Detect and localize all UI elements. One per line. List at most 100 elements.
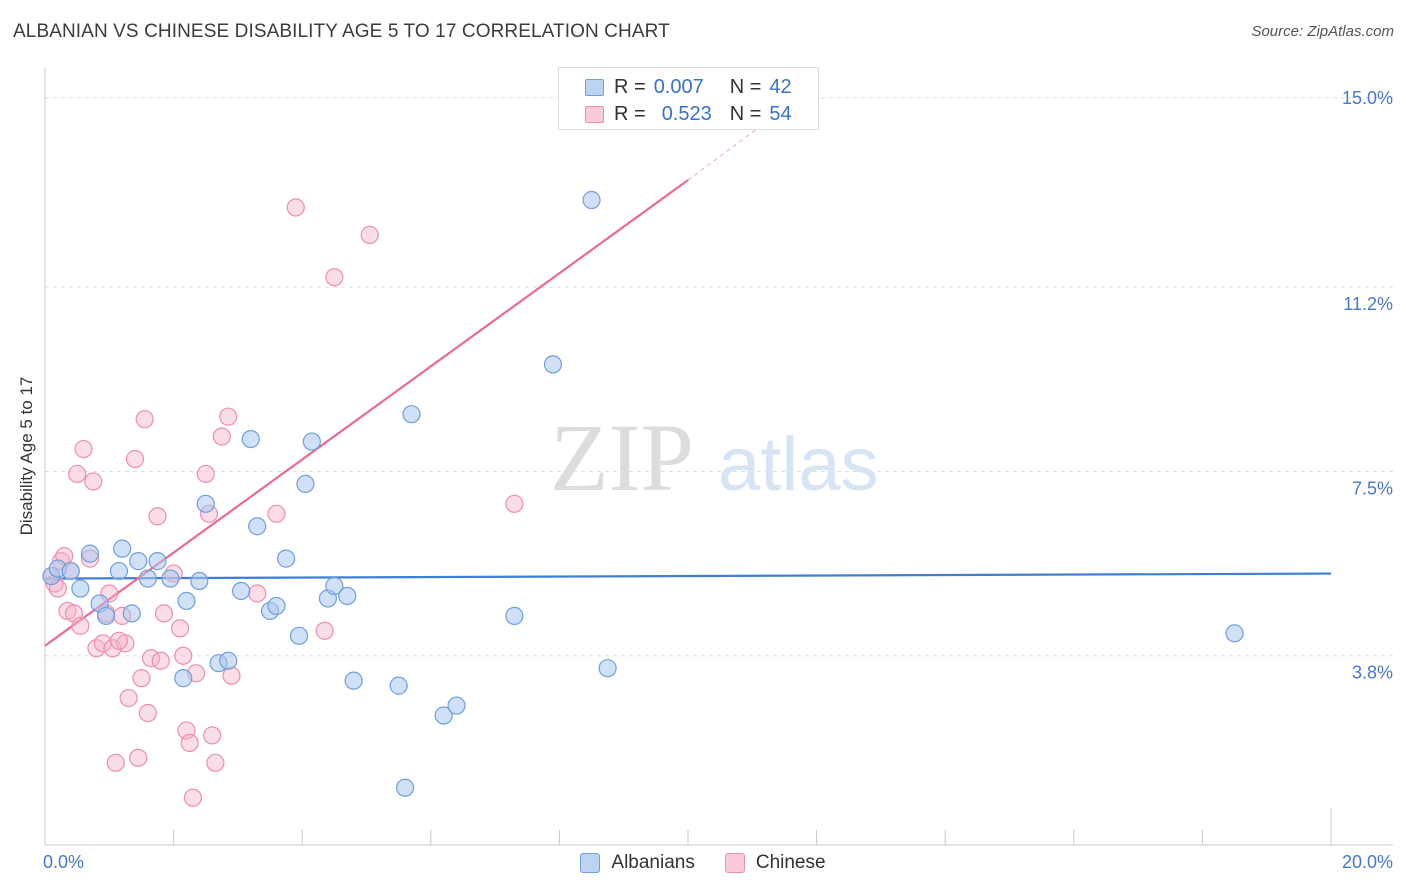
series-chinese-points (42, 93, 620, 807)
series-legend: Albanians Chinese (0, 852, 1406, 874)
legend-swatch-chinese (585, 105, 604, 123)
data-point-albanians (61, 561, 80, 581)
legend-r-value: 0.523 (661, 102, 712, 125)
data-point-albanians (96, 606, 116, 625)
data-point-chinese (206, 753, 225, 772)
series-legend-label: Albanians (611, 852, 695, 873)
data-point-chinese (71, 616, 90, 635)
data-point-chinese (84, 472, 103, 491)
series-legend-albanians[interactable]: Albanians (580, 852, 695, 874)
data-point-albanians (109, 561, 129, 581)
data-point-chinese (248, 584, 267, 603)
data-point-chinese (74, 439, 93, 459)
data-point-chinese (203, 726, 222, 745)
data-point-albanians (447, 696, 466, 715)
watermark-atlas: atlas (718, 422, 879, 507)
data-point-chinese (222, 666, 241, 685)
data-point-chinese (109, 631, 129, 650)
data-point-albanians (148, 552, 167, 571)
data-point-albanians (267, 596, 286, 616)
data-point-albanians (505, 606, 524, 625)
data-point-albanians (196, 494, 215, 513)
data-point-albanians (241, 429, 260, 449)
data-point-albanians (219, 651, 238, 670)
data-point-albanians (113, 539, 132, 558)
data-point-albanians (232, 581, 251, 601)
data-point-albanians (395, 778, 415, 797)
legend-r-label: R = (614, 75, 646, 98)
series-albanians-points (42, 190, 1244, 797)
legend-swatch-albanians (585, 78, 604, 96)
data-point-chinese (174, 646, 193, 665)
data-point-chinese (148, 507, 167, 526)
legend-r-value: 0.007 (653, 75, 704, 98)
legend-r-label: R = (614, 102, 646, 125)
data-point-chinese (151, 651, 170, 670)
data-point-chinese (138, 703, 157, 723)
chart-title: ALBANIAN VS CHINESE DISABILITY AGE 5 TO … (13, 21, 670, 42)
data-point-chinese (119, 688, 138, 708)
data-point-albanians (338, 586, 357, 606)
y-tick-label: 15.0% (1342, 88, 1393, 108)
watermark: ZIP atlas (550, 404, 879, 511)
data-point-albanians (344, 671, 363, 690)
x-tick-label-max: 20.0% (1341, 852, 1393, 872)
data-point-chinese (212, 427, 231, 446)
data-point-albanians (80, 544, 100, 563)
correlation-legend: R = 0.007 N = 42 R = 0.523 N = 54 (558, 67, 819, 130)
trend-lines (44, 122, 1332, 647)
data-point-chinese (132, 669, 151, 688)
data-point-albanians (302, 432, 321, 451)
legend-n-value: 54 (769, 102, 792, 125)
data-point-albanians (190, 571, 209, 591)
data-point-chinese (180, 733, 199, 752)
data-point-chinese (325, 268, 344, 287)
data-point-albanians (289, 626, 309, 645)
data-point-chinese (183, 788, 202, 807)
series-legend-label: Chinese (755, 852, 826, 873)
data-point-albanians (71, 579, 90, 598)
y-tick-labels: 3.8% 7.5% 11.2% 15.0% (1342, 88, 1393, 683)
legend-n-label: N = (729, 102, 762, 125)
x-tick-label-min: 0.0% (43, 852, 85, 872)
trend-line-chinese-extension (687, 122, 766, 181)
data-point-chinese (129, 748, 148, 767)
data-point-albanians (402, 405, 421, 424)
data-point-albanians (1225, 624, 1244, 643)
legend-n-label: N = (729, 75, 762, 98)
data-point-chinese (170, 619, 190, 638)
data-point-chinese (135, 410, 154, 429)
series-legend-swatch-albanians (580, 853, 601, 873)
data-point-albanians (389, 676, 408, 695)
y-tick-label: 11.2% (1343, 294, 1393, 314)
data-point-albanians (174, 669, 193, 688)
data-point-albanians (582, 190, 601, 210)
data-point-chinese (219, 407, 238, 426)
data-point-albanians (129, 552, 148, 571)
data-point-albanians (434, 706, 453, 725)
data-point-albanians (138, 569, 157, 588)
data-point-albanians (325, 576, 344, 596)
source-label: Source: ZipAtlas.com (1251, 23, 1394, 40)
data-point-albanians (543, 355, 563, 374)
data-point-chinese (267, 504, 286, 523)
series-legend-chinese[interactable]: Chinese (724, 852, 826, 874)
data-point-albanians (177, 591, 196, 611)
legend-n-value: 42 (769, 75, 792, 98)
data-point-chinese (360, 225, 379, 244)
data-point-albanians (296, 474, 315, 494)
data-point-albanians (248, 517, 267, 536)
legend-row-chinese: R = 0.523 N = 54 (585, 102, 792, 126)
data-point-chinese (286, 198, 305, 217)
data-point-chinese (125, 449, 145, 469)
data-point-chinese (106, 753, 125, 772)
data-point-chinese (196, 464, 215, 484)
data-point-chinese (315, 621, 334, 640)
data-point-albanians (277, 549, 296, 568)
data-point-chinese (154, 604, 174, 623)
gridlines (45, 97, 1393, 657)
y-tick-label: 3.8% (1352, 663, 1393, 683)
watermark-zip: ZIP (550, 404, 694, 511)
data-point-albanians (598, 659, 617, 678)
